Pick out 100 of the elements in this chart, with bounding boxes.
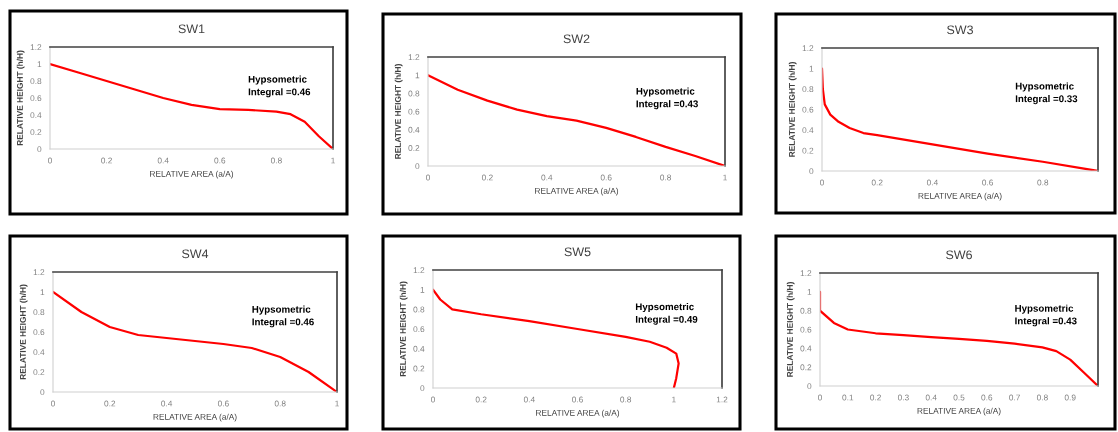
- y-tick-label: 0.8: [408, 90, 420, 97]
- x-tick-label: 0.4: [926, 179, 938, 186]
- y-tick-label: 0.2: [800, 364, 812, 371]
- y-tick-label: 1.2: [33, 269, 45, 276]
- y-tick-label: 0.8: [800, 307, 812, 314]
- x-tick-label: 0.6: [217, 400, 229, 407]
- annotation: Hypsometric Integral =0.49: [635, 303, 698, 325]
- y-tick-label: 0.8: [802, 86, 814, 93]
- y-tick-label: 0: [807, 383, 812, 390]
- y-tick-label: 1: [40, 289, 45, 296]
- x-tick-label: 0.2: [870, 394, 881, 401]
- y-tick-label: 0.8: [30, 78, 42, 85]
- chart-title: SW6: [946, 250, 972, 260]
- annotation: Hypsometric Integral =0.33: [1015, 82, 1078, 105]
- y-axis-title: RELATIVE HEIGHT (h/H): [19, 284, 28, 380]
- y-tick-label: 0.6: [802, 106, 814, 113]
- x-axis-title: RELATIVE AREA (a/A): [153, 413, 237, 422]
- x-tick-label: 0.2: [475, 396, 487, 403]
- x-tick-label: 0.8: [620, 396, 632, 403]
- y-tick-label: 1: [37, 61, 42, 68]
- y-tick-label: 0.4: [802, 127, 814, 134]
- y-tick-label: 0: [40, 389, 45, 396]
- chart-title: SW3: [947, 25, 973, 35]
- x-tick-label: 0.8: [1036, 394, 1048, 401]
- y-tick-label: 0.4: [800, 345, 812, 352]
- x-tick-label: 0.1: [842, 394, 854, 401]
- x-axis-title: RELATIVE AREA (a/A): [918, 192, 1002, 201]
- x-tick-label: 0.4: [925, 394, 937, 401]
- x-tick-label: 0.2: [101, 157, 112, 164]
- y-tick-label: 0.6: [30, 95, 42, 102]
- x-tick-label: 0: [51, 400, 55, 407]
- y-tick-label: 1: [809, 65, 814, 72]
- y-tick-label: 0: [420, 385, 425, 392]
- x-tick-label: 0.6: [572, 396, 583, 403]
- x-tick-label: 0.6: [214, 157, 226, 164]
- y-tick-label: 0: [37, 146, 42, 153]
- annotation: Hypsometric Integral =0.46: [248, 75, 311, 98]
- y-axis-title: RELATIVE HEIGHT (h/H): [399, 281, 408, 377]
- x-axis-title: RELATIVE AREA (a/A): [150, 170, 234, 179]
- y-tick-label: 1.2: [408, 54, 420, 61]
- x-tick-label: 0.8: [270, 157, 282, 164]
- y-tick-label: 0.6: [33, 329, 45, 336]
- y-tick-label: 1.2: [413, 267, 425, 274]
- x-tick-label: 0.8: [660, 174, 672, 181]
- y-tick-label: 0.6: [800, 326, 812, 333]
- y-axis-title: RELATIVE HEIGHT (h/H): [786, 282, 795, 377]
- x-tick-label: 0.2: [871, 179, 883, 186]
- chart-title: SW4: [182, 249, 209, 259]
- chart-title: SW5: [564, 247, 591, 257]
- y-tick-label: 0.2: [408, 145, 420, 151]
- annotation: Hypsometric Integral =0.43: [1015, 304, 1077, 327]
- y-axis-title: RELATIVE HEIGHT (h/H): [16, 50, 25, 146]
- annotation: Hypsometric Integral =0.43: [636, 87, 698, 110]
- y-tick-label: 0.8: [413, 306, 425, 313]
- y-tick-label: 0.4: [30, 112, 42, 119]
- x-tick-label: 0.6: [982, 179, 994, 186]
- x-tick-label: 1: [672, 396, 676, 403]
- y-tick-label: 0.8: [33, 309, 45, 316]
- x-axis-title: RELATIVE AREA (a/A): [536, 409, 620, 418]
- y-axis-title: RELATIVE HEIGHT (h/H): [394, 64, 403, 159]
- y-tick-label: 0.4: [413, 345, 425, 352]
- x-tick-label: 0.4: [523, 396, 535, 403]
- y-tick-label: 1: [415, 72, 420, 79]
- x-tick-label: 1: [723, 174, 727, 181]
- x-tick-label: 0.4: [161, 400, 173, 407]
- y-tick-label: 1.2: [802, 45, 814, 52]
- x-axis-title: RELATIVE AREA (a/A): [535, 187, 619, 196]
- x-tick-label: 0.7: [1009, 394, 1020, 401]
- x-tick-label: 0.3: [897, 394, 909, 401]
- annotation: Hypsometric Integral =0.46: [252, 305, 314, 328]
- y-tick-label: 0.2: [33, 369, 45, 376]
- x-tick-label: 0: [426, 174, 430, 181]
- x-tick-label: 0.5: [953, 394, 965, 401]
- y-tick-label: 0.4: [408, 126, 420, 133]
- x-tick-label: 0: [820, 179, 824, 186]
- chart-title: SW2: [563, 34, 590, 44]
- y-axis-title: RELATIVE HEIGHT (h/H): [788, 62, 797, 157]
- y-tick-label: 0.2: [30, 129, 42, 136]
- x-tick-label: 0.6: [981, 394, 993, 401]
- y-tick-label: 0.2: [802, 147, 814, 154]
- y-tick-label: 0.6: [408, 108, 420, 115]
- x-tick-label: 0.2: [481, 174, 493, 181]
- y-tick-label: 0.4: [33, 349, 45, 356]
- x-tick-label: 0.4: [157, 157, 169, 164]
- x-tick-label: 0.2: [104, 400, 116, 407]
- x-axis-title: RELATIVE AREA (a/A): [917, 407, 1001, 416]
- x-tick-label: 1: [331, 157, 335, 164]
- y-tick-label: 0.2: [413, 365, 425, 372]
- y-tick-label: 0.6: [413, 326, 425, 333]
- x-tick-label: 0.8: [1037, 179, 1049, 186]
- x-tick-label: 1: [335, 400, 339, 407]
- x-tick-label: 1.2: [716, 396, 728, 403]
- x-tick-label: 0.8: [274, 400, 286, 407]
- x-tick-label: 0.6: [600, 174, 612, 181]
- y-tick-label: 1: [420, 286, 425, 293]
- y-tick-label: 0: [809, 168, 814, 175]
- x-tick-label: 0: [48, 157, 52, 164]
- x-tick-label: 0: [818, 394, 822, 401]
- chart-title: SW1: [178, 24, 205, 34]
- x-tick-label: 0.4: [541, 174, 553, 181]
